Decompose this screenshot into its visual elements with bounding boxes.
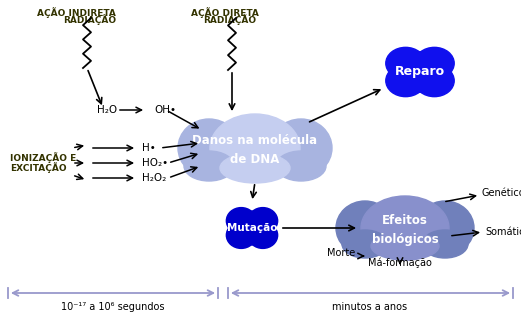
- Ellipse shape: [210, 114, 300, 182]
- Text: H₂O₂: H₂O₂: [142, 173, 166, 183]
- Text: AÇÃO INDIRETA: AÇÃO INDIRETA: [36, 7, 116, 18]
- Ellipse shape: [226, 208, 256, 234]
- Ellipse shape: [248, 222, 278, 248]
- Text: OH•: OH•: [154, 105, 176, 115]
- Ellipse shape: [386, 47, 426, 79]
- Text: RADIAÇÃO: RADIAÇÃO: [203, 14, 256, 25]
- Ellipse shape: [226, 222, 256, 248]
- Ellipse shape: [184, 151, 234, 181]
- Text: 10⁻¹⁷ a 10⁶ segundos: 10⁻¹⁷ a 10⁶ segundos: [61, 302, 165, 312]
- Ellipse shape: [248, 208, 278, 234]
- Text: Genético: Genético: [482, 188, 521, 198]
- Ellipse shape: [178, 119, 240, 177]
- Ellipse shape: [342, 230, 388, 258]
- Text: Reparo: Reparo: [395, 66, 445, 79]
- Ellipse shape: [396, 52, 443, 92]
- Ellipse shape: [416, 201, 474, 255]
- Ellipse shape: [276, 151, 326, 181]
- Text: Efeitos
biológicos: Efeitos biológicos: [371, 214, 438, 246]
- Text: AÇÃO DIRETA: AÇÃO DIRETA: [191, 7, 259, 18]
- Text: H₂O: H₂O: [97, 105, 117, 115]
- Ellipse shape: [422, 230, 468, 258]
- Ellipse shape: [386, 65, 426, 97]
- Ellipse shape: [220, 153, 290, 183]
- Ellipse shape: [270, 119, 332, 177]
- Text: Danos na molécula
de DNA: Danos na molécula de DNA: [192, 134, 318, 166]
- Text: EXCITAÇÃO: EXCITAÇÃO: [10, 162, 67, 174]
- Ellipse shape: [361, 196, 449, 260]
- Text: Morte: Morte: [327, 248, 355, 258]
- Ellipse shape: [415, 47, 454, 79]
- Ellipse shape: [415, 65, 454, 97]
- Text: Mutação: Mutação: [227, 223, 277, 233]
- Text: RADIAÇÃO: RADIAÇÃO: [64, 14, 117, 25]
- Text: Má-formação: Má-formação: [368, 258, 432, 268]
- Text: H•: H•: [142, 143, 156, 153]
- Text: IONIZAÇÃO E: IONIZAÇÃO E: [10, 153, 76, 163]
- Ellipse shape: [336, 201, 394, 255]
- Text: HO₂•: HO₂•: [142, 158, 168, 168]
- Text: minutos a anos: minutos a anos: [332, 302, 407, 312]
- Ellipse shape: [234, 211, 269, 245]
- Ellipse shape: [371, 232, 439, 260]
- Text: Somático: Somático: [485, 227, 521, 237]
